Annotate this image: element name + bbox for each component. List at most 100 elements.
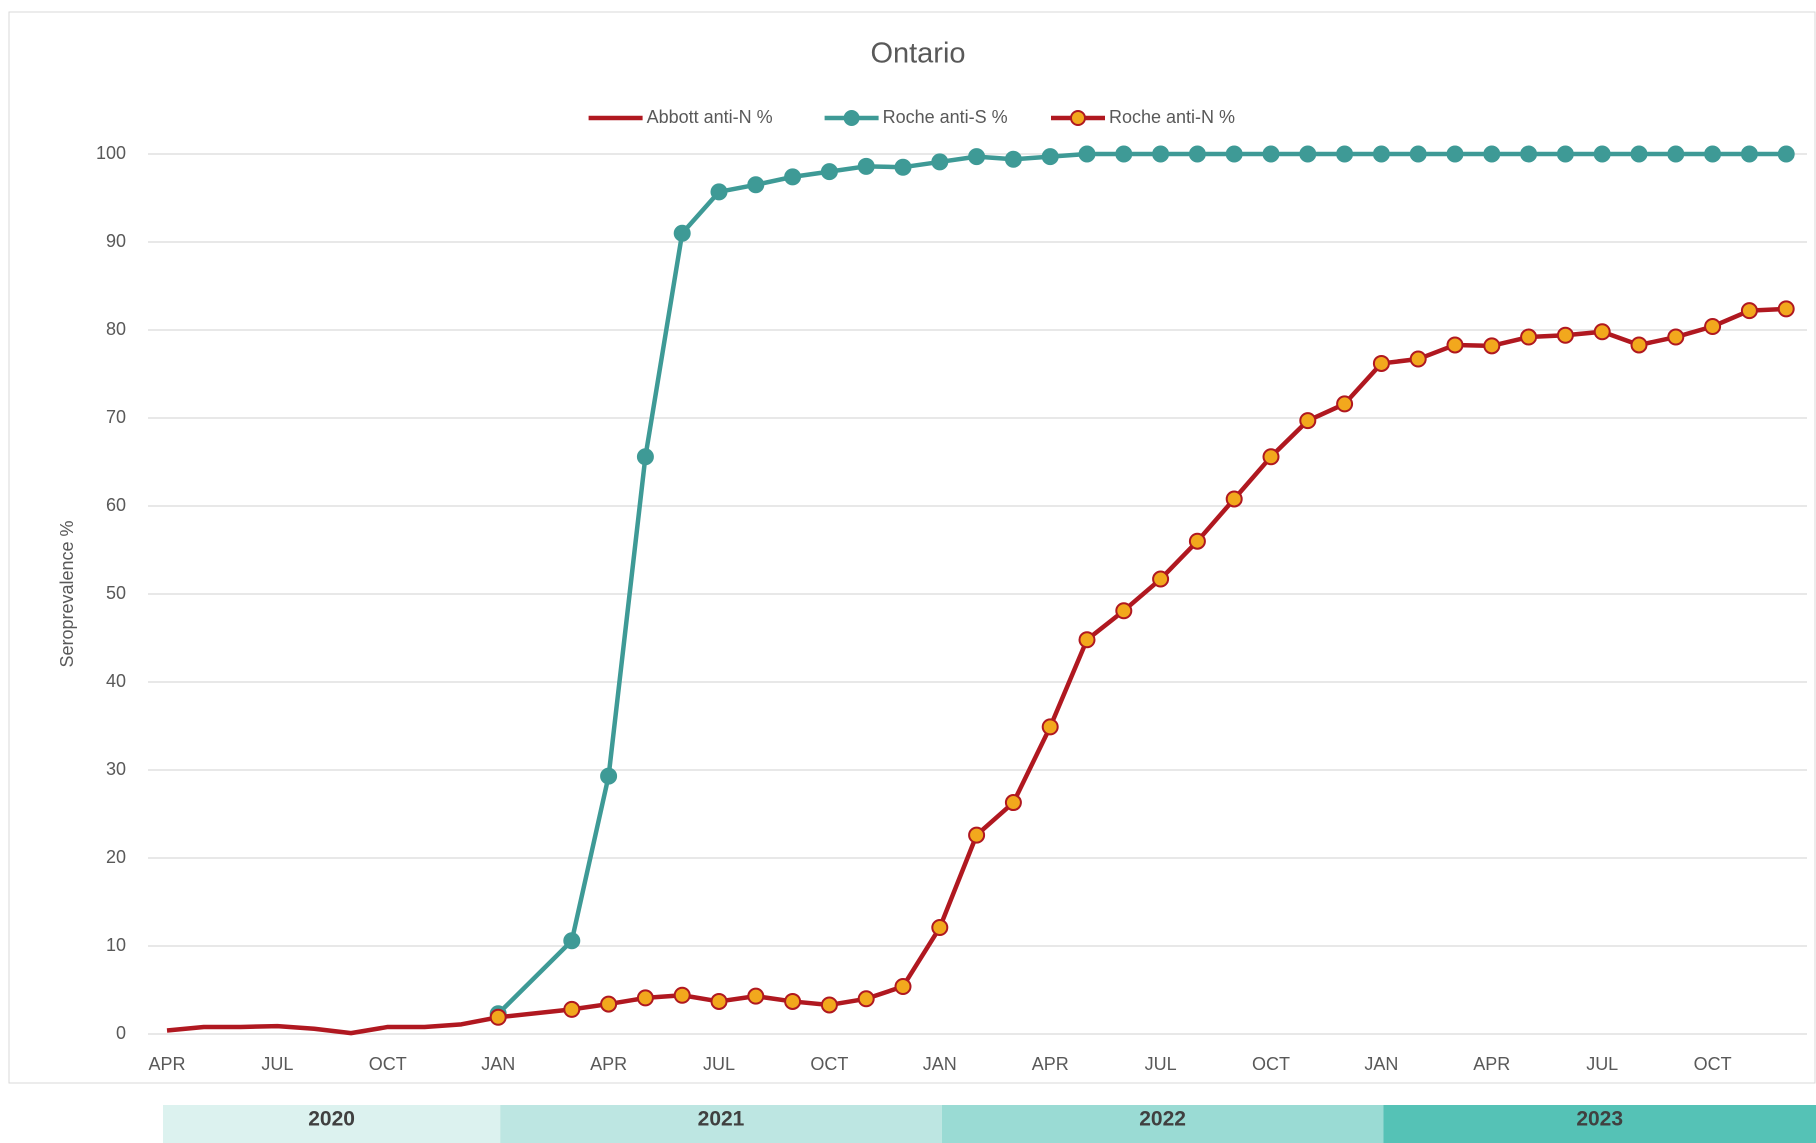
year-band bbox=[1383, 1105, 1816, 1143]
series-line bbox=[166, 1015, 499, 1036]
data-point bbox=[968, 148, 986, 166]
x-tick-label: JAN bbox=[1364, 1054, 1398, 1074]
x-tick-label: APR bbox=[148, 1054, 185, 1074]
y-tick-label: 100 bbox=[96, 143, 126, 163]
year-band bbox=[941, 1105, 1384, 1143]
data-point bbox=[1225, 145, 1243, 163]
data-point bbox=[636, 448, 654, 466]
data-point bbox=[1041, 148, 1059, 166]
legend-label: Roche anti-S % bbox=[883, 107, 1008, 127]
y-tick-label: 80 bbox=[106, 319, 126, 339]
data-point bbox=[1667, 328, 1685, 346]
data-point bbox=[857, 990, 875, 1008]
year-band bbox=[163, 1105, 501, 1143]
data-point bbox=[673, 224, 691, 242]
year-label: 2022 bbox=[1139, 1108, 1186, 1131]
data-point bbox=[1336, 395, 1354, 413]
data-point bbox=[1740, 145, 1758, 163]
series-line bbox=[497, 306, 1787, 1020]
data-point bbox=[857, 157, 875, 175]
data-point bbox=[1704, 145, 1722, 163]
y-tick-label: 30 bbox=[106, 759, 126, 779]
data-point bbox=[784, 992, 802, 1010]
data-point bbox=[1188, 145, 1206, 163]
data-point bbox=[1777, 145, 1795, 163]
x-tick-label: JAN bbox=[481, 1054, 515, 1074]
data-point bbox=[636, 989, 654, 1007]
year-band bbox=[500, 1105, 942, 1143]
x-tick-label: APR bbox=[1032, 1054, 1069, 1074]
data-point bbox=[1409, 350, 1427, 368]
data-point bbox=[1299, 412, 1317, 430]
data-point bbox=[1372, 145, 1390, 163]
y-tick-label: 0 bbox=[116, 1023, 126, 1043]
x-tick-label: JUL bbox=[1145, 1054, 1177, 1074]
data-point bbox=[1372, 354, 1390, 372]
data-point bbox=[1188, 532, 1206, 550]
data-point bbox=[784, 168, 802, 186]
x-tick-label: JAN bbox=[923, 1054, 957, 1074]
x-tick-label: APR bbox=[590, 1054, 627, 1074]
legend-label: Roche anti-N % bbox=[1109, 107, 1235, 127]
x-tick-label: JUL bbox=[703, 1054, 735, 1074]
year-label: 2023 bbox=[1576, 1108, 1623, 1131]
data-point bbox=[1299, 145, 1317, 163]
data-point bbox=[710, 183, 728, 201]
y-tick-label: 10 bbox=[106, 935, 126, 955]
data-point bbox=[931, 919, 949, 937]
data-point bbox=[1004, 794, 1022, 812]
data-point bbox=[931, 153, 949, 171]
data-point bbox=[1409, 145, 1427, 163]
data-point bbox=[1556, 145, 1574, 163]
year-label: 2020 bbox=[308, 1108, 355, 1131]
x-tick-label: OCT bbox=[810, 1054, 848, 1074]
data-point bbox=[1152, 570, 1170, 588]
y-tick-label: 50 bbox=[106, 583, 126, 603]
legend-marker bbox=[843, 110, 860, 126]
data-point bbox=[968, 826, 986, 844]
y-tick-label: 70 bbox=[106, 407, 126, 427]
data-point bbox=[563, 1000, 581, 1018]
data-point bbox=[673, 986, 691, 1004]
data-point bbox=[894, 158, 912, 176]
data-point bbox=[1336, 145, 1354, 163]
data-point bbox=[1630, 145, 1648, 163]
series-line bbox=[496, 151, 1787, 1016]
chart-border bbox=[8, 11, 1816, 1084]
data-point bbox=[1520, 145, 1538, 163]
data-point bbox=[1115, 145, 1133, 163]
y-axis-label: Seroprevalence % bbox=[57, 520, 77, 667]
data-point bbox=[600, 767, 618, 785]
data-point bbox=[1041, 718, 1059, 736]
data-point bbox=[1593, 145, 1611, 163]
data-point bbox=[1667, 145, 1685, 163]
data-point bbox=[1556, 326, 1574, 344]
data-point bbox=[1446, 336, 1464, 354]
data-point bbox=[1004, 150, 1022, 168]
y-tick-label: 90 bbox=[106, 231, 126, 251]
legend-marker bbox=[1070, 110, 1086, 126]
data-point bbox=[489, 1008, 507, 1026]
data-point bbox=[1446, 145, 1464, 163]
y-tick-label: 60 bbox=[106, 495, 126, 515]
data-point bbox=[1777, 300, 1795, 318]
data-point bbox=[1262, 448, 1280, 466]
data-point bbox=[820, 163, 838, 181]
x-tick-label: OCT bbox=[1694, 1054, 1732, 1074]
data-point bbox=[820, 996, 838, 1014]
y-tick-label: 20 bbox=[106, 847, 126, 867]
legend-label: Abbott anti-N % bbox=[647, 107, 773, 127]
data-point bbox=[1483, 337, 1501, 355]
data-point bbox=[747, 176, 765, 194]
x-tick-label: APR bbox=[1473, 1054, 1510, 1074]
x-tick-label: OCT bbox=[1252, 1054, 1290, 1074]
data-point bbox=[894, 977, 912, 995]
data-point bbox=[747, 987, 765, 1005]
data-point bbox=[1115, 602, 1133, 620]
data-point bbox=[1593, 323, 1611, 341]
data-point bbox=[600, 995, 618, 1013]
data-point bbox=[563, 932, 581, 950]
data-point bbox=[1262, 145, 1280, 163]
data-point bbox=[1740, 302, 1758, 320]
